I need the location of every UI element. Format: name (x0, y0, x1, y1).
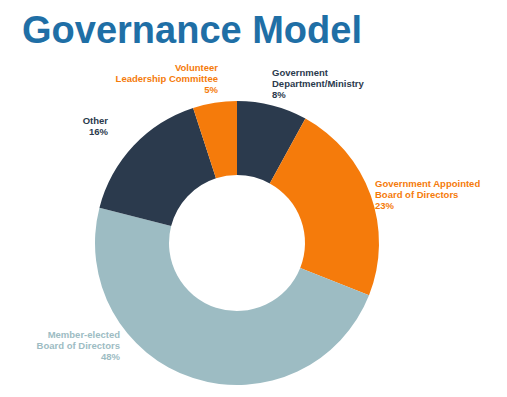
svg-text:VolunteerLeadership Committee5: VolunteerLeadership Committee5% (116, 62, 219, 95)
svg-text:Other16%: Other16% (83, 115, 109, 137)
svg-text:Government AppointedBoard of D: Government AppointedBoard of Directors23… (375, 178, 480, 211)
html-text:Governance Model: Governance Model (22, 9, 362, 51)
svg-text:GovernmentDepartment/Ministry8: GovernmentDepartment/Ministry8% (272, 67, 365, 100)
svg-text:Member-electedBoard of Directo: Member-electedBoard of Directors48% (37, 329, 121, 362)
